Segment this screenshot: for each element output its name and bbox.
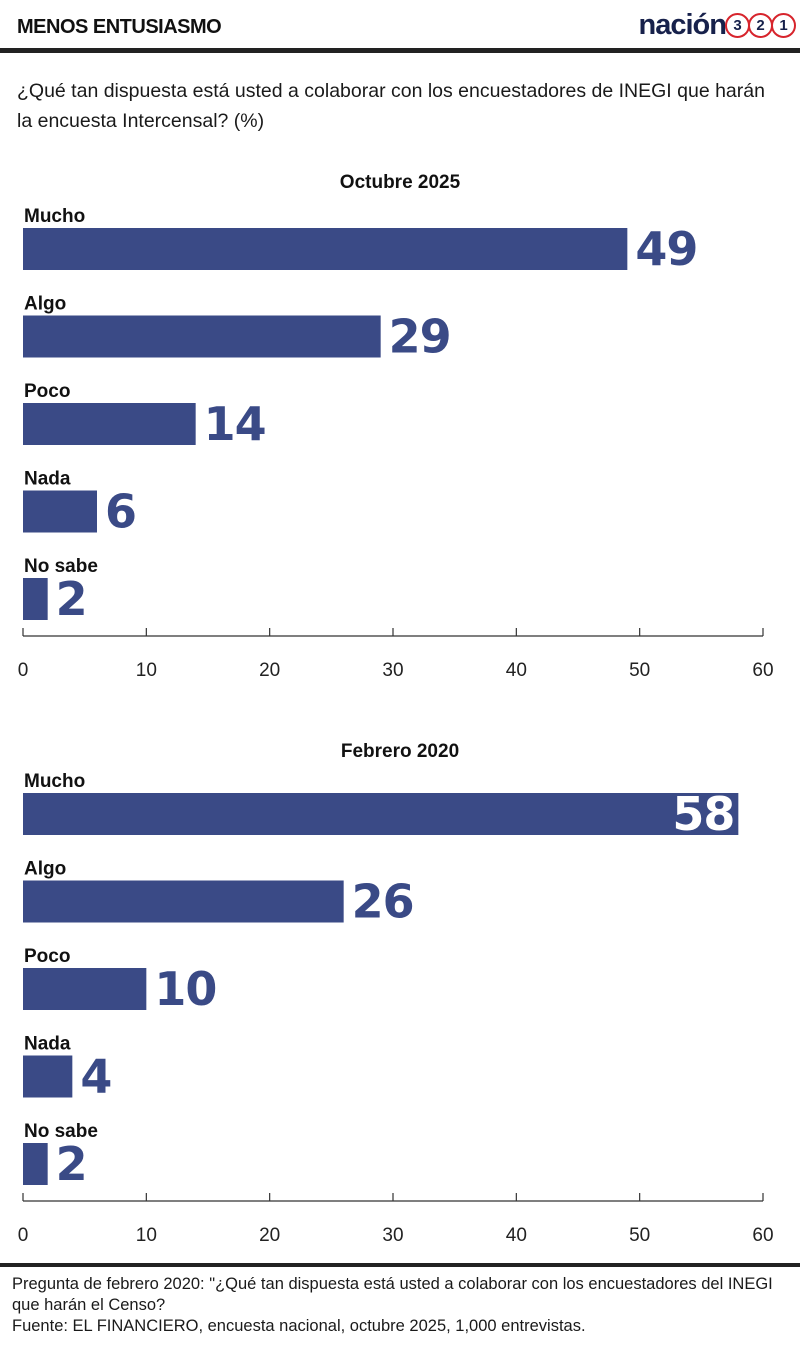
chart-title: Febrero 2020: [341, 741, 459, 762]
data-label: 2: [56, 572, 87, 626]
data-label: 14: [204, 397, 266, 451]
x-tick-label: 20: [259, 660, 280, 681]
brand-logo: nación 3 2 1: [639, 8, 796, 42]
category-label: Poco: [24, 381, 70, 402]
data-label: 26: [352, 875, 414, 929]
footnote: Pregunta de febrero 2020: "¿Qué tan disp…: [12, 1274, 782, 1337]
bar: [23, 793, 739, 835]
brand-digit-1: 1: [771, 12, 796, 38]
x-tick-label: 60: [752, 1225, 773, 1246]
x-tick-label: 50: [629, 660, 650, 681]
survey-question: ¿Qué tan dispuesta está usted a colabora…: [17, 80, 765, 132]
x-tick-label: 0: [18, 660, 29, 681]
data-label: 2: [56, 1137, 87, 1191]
bar: [23, 315, 381, 358]
bar: [23, 1055, 73, 1098]
category-label: Mucho: [24, 771, 85, 792]
bar: [23, 578, 48, 620]
data-label: 6: [105, 485, 136, 539]
x-tick-label: 10: [136, 1225, 157, 1246]
bar: [23, 490, 97, 533]
brand-wordmark: nación: [638, 8, 727, 41]
x-tick-label: 60: [752, 660, 773, 681]
x-tick-label: 50: [629, 1225, 650, 1246]
bar: [23, 1143, 48, 1185]
category-label: Nada: [24, 469, 71, 490]
header-rule: [0, 48, 800, 53]
bar: [23, 880, 344, 923]
x-tick-label: 20: [259, 1225, 280, 1246]
x-tick-label: 30: [382, 660, 403, 681]
data-label: 49: [635, 222, 697, 276]
x-tick-label: 40: [506, 660, 527, 681]
chart-title: Octubre 2025: [340, 172, 461, 193]
footer-rule: [0, 1263, 800, 1267]
category-label: Nada: [24, 1034, 71, 1055]
brand-digit-3: 3: [725, 12, 750, 38]
category-label: Mucho: [24, 206, 85, 227]
footnote-question: Pregunta de febrero 2020: "¿Qué tan disp…: [12, 1275, 773, 1314]
x-tick-label: 0: [18, 1225, 29, 1246]
category-label: Algo: [24, 294, 66, 315]
category-label: Algo: [24, 859, 66, 880]
bar: [23, 228, 628, 270]
bar: [23, 403, 196, 445]
category-label: No sabe: [24, 556, 98, 577]
x-tick-label: 40: [506, 1225, 527, 1246]
category-label: No sabe: [24, 1121, 98, 1142]
data-label: 10: [154, 962, 216, 1016]
data-label: 29: [389, 310, 451, 364]
data-label: 58: [672, 787, 734, 841]
x-tick-label: 30: [382, 1225, 403, 1246]
x-tick-label: 10: [136, 660, 157, 681]
brand-digit-circles: 3 2 1: [725, 12, 796, 38]
bar: [23, 968, 147, 1010]
footnote-source: Fuente: EL FINANCIERO, encuesta nacional…: [12, 1317, 586, 1335]
data-label: 4: [80, 1050, 111, 1104]
category-label: Poco: [24, 946, 70, 967]
header-title: MENOS ENTUSIASMO: [17, 16, 222, 38]
